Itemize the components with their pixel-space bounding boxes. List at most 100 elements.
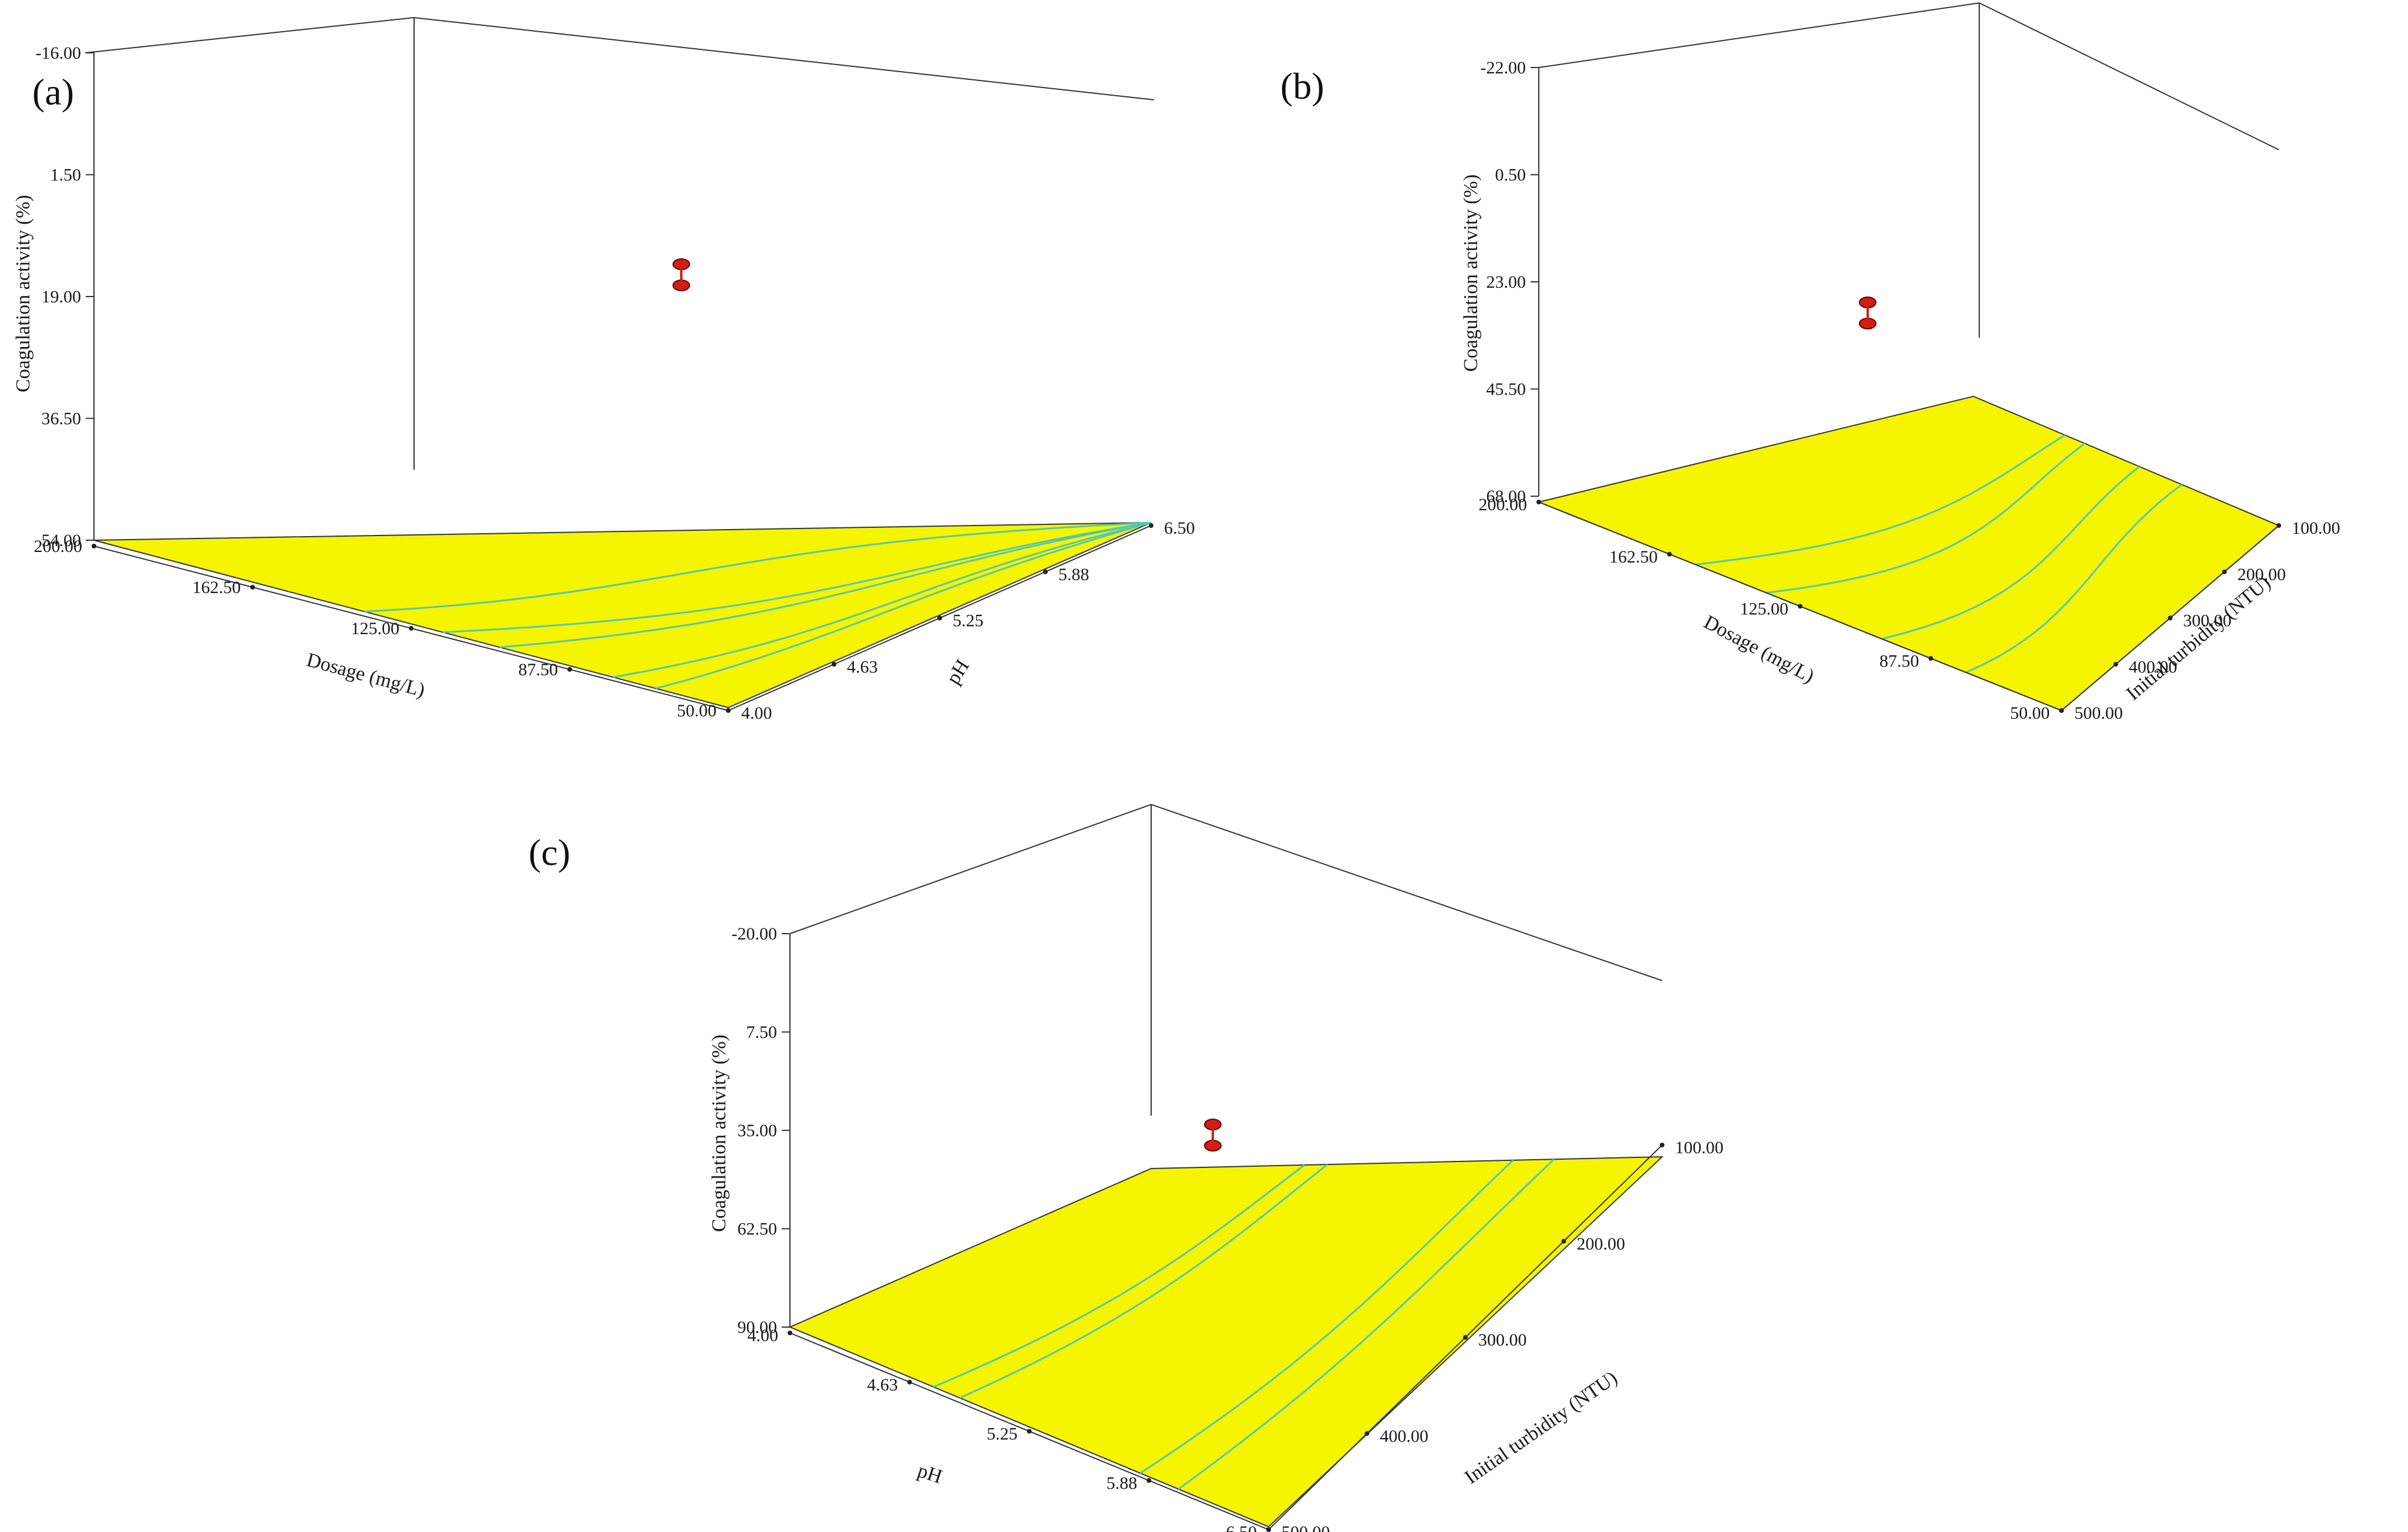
x-tick-label: 200.00	[34, 537, 83, 556]
surface-plot-b: 68.00 45.50 23.00 0.50 -22.00 Coagulation act…	[1380, 2, 2396, 755]
y-axis-label: pH	[942, 656, 973, 688]
panel-label-a: (a)	[32, 71, 75, 113]
z-tick-label: 62.50	[738, 1220, 778, 1239]
y-tick-mark	[1561, 1238, 1566, 1244]
z-tick-label: 45.50	[1486, 380, 1526, 399]
y-tick-mark	[832, 662, 836, 667]
z-tick-label: 90.00	[738, 1318, 778, 1337]
contour-line	[499, 521, 1152, 648]
z-tick-label: 54.00	[42, 531, 82, 550]
z-tick-label: 1.50	[51, 166, 82, 185]
x-tick-mark	[567, 667, 572, 672]
y-tick-label: 4.63	[847, 657, 878, 676]
contour-line	[613, 521, 1152, 678]
x-tick-mark	[907, 1379, 912, 1385]
z-tick-label: 23.00	[1486, 272, 1526, 292]
box-back-wall	[85, 16, 1155, 100]
contour-line	[1178, 1159, 1555, 1490]
x-axis-label: pH	[915, 1460, 945, 1488]
y-tick-mark	[2276, 523, 2281, 528]
y-tick-label: 6.50	[1164, 518, 1195, 538]
z-tick-label: 19.00	[42, 287, 82, 307]
contour-floor	[93, 522, 1152, 709]
x-tick-label: 50.00	[677, 701, 717, 720]
z-tick-label: 35.00	[738, 1121, 778, 1140]
y-tick-mark	[726, 708, 731, 713]
z-axis-label: Coagulation activity (%)	[12, 195, 34, 392]
x-axis-label: Dosage (mg/L)	[1700, 611, 1818, 688]
y-tick-label: 4.00	[741, 703, 772, 723]
y-tick-mark	[2113, 662, 2118, 667]
contour-line	[442, 521, 1152, 634]
y-tick-label: 300.00	[2183, 611, 2232, 631]
x-tick-label: 125.00	[1740, 600, 1789, 619]
y-axis-label: Initial turbidity (NTU)	[1461, 1367, 1621, 1489]
z-axis-label: Coagulation activity (%)	[708, 1035, 730, 1232]
z-axis-label: Coagulation activity (%)	[1460, 174, 1482, 372]
y-tick-label: 5.25	[953, 611, 984, 631]
y-tick-label: 200.00	[2238, 565, 2286, 584]
surface-plot-a-svg: 54.00 36.50 19.00 1.50 -16.00 Coagulation act…	[12, 16, 1195, 723]
z-tick-label: 68.00	[1486, 487, 1526, 506]
x-tick-label: 125.00	[351, 619, 400, 638]
x-tick-label: 87.50	[519, 660, 559, 679]
y-tick-mark	[1463, 1335, 1468, 1340]
contour-floor	[788, 1156, 1664, 1528]
y-tick-label: 100.00	[2292, 518, 2340, 538]
x-tick-label: 4.00	[748, 1326, 779, 1345]
x-tick-mark	[788, 1331, 792, 1335]
surface-plot-c-svg: 90.00 62.50 35.00 7.50 -20.00 Coagulation act…	[708, 803, 1724, 1532]
x-tick-label: 200.00	[1479, 495, 1528, 514]
x-tick-mark	[1146, 1478, 1152, 1483]
contour-line	[1965, 483, 2182, 674]
y-tick-label: 5.88	[1058, 565, 1089, 584]
x-tick-mark	[409, 626, 413, 631]
x-tick-label: 4.63	[867, 1375, 898, 1395]
contour-line	[364, 521, 1152, 612]
contour-line	[1881, 466, 2140, 640]
x-tick-mark	[1667, 551, 1672, 557]
y-tick-mark	[937, 615, 942, 621]
surface-plot-c: 90.00 62.50 35.00 7.50 -20.00 Coagulation act…	[646, 803, 1724, 1532]
y-tick-label: 400.00	[1380, 1426, 1429, 1446]
x-tick-mark	[92, 544, 96, 548]
z-tick-label: 36.50	[42, 409, 82, 429]
x-tick-label: 6.50	[1226, 1523, 1257, 1532]
box-back-wall	[1538, 2, 2279, 150]
contour-line	[933, 1164, 1305, 1388]
contour-line	[1766, 443, 2086, 594]
z-tick-label: -22.00	[1481, 58, 1526, 78]
surface-plot-a: 54.00 36.50 19.00 1.50 -16.00 Coagulation act…	[12, 16, 1195, 740]
y-tick-label: 500.00	[1282, 1523, 1330, 1532]
y-tick-mark	[1364, 1431, 1370, 1436]
y-tick-label: 400.00	[2129, 657, 2178, 676]
contour-line	[1139, 1159, 1514, 1474]
x-tick-mark	[1798, 604, 1802, 609]
x-tick-label: 50.00	[2010, 703, 2050, 723]
y-tick-label: 500.00	[2074, 703, 2123, 723]
x-tick-label: 162.50	[1609, 547, 1658, 567]
x-tick-label: 162.50	[193, 578, 241, 597]
x-tick-mark	[1536, 500, 1541, 504]
x-tick-mark	[250, 585, 255, 590]
x-axis-label: Dosage (mg/L)	[304, 649, 427, 701]
y-tick-mark	[2222, 569, 2227, 574]
x-tick-label: 5.25	[987, 1425, 1018, 1444]
y-tick-mark	[1043, 569, 1048, 574]
y-tick-mark	[1660, 1143, 1664, 1147]
y-tick-label: 300.00	[1478, 1331, 1527, 1350]
z-tick-label: -16.00	[36, 43, 82, 63]
y-tick-label: 100.00	[1675, 1138, 1724, 1157]
z-tick-label: 7.50	[746, 1023, 778, 1042]
x-tick-label: 87.50	[1879, 651, 1919, 671]
panel-label-c: (c)	[529, 831, 571, 873]
box-back-wall	[789, 803, 1663, 981]
surface-plot-b-svg: 68.00 45.50 23.00 0.50 -22.00 Coagulation act…	[1460, 2, 2340, 723]
x-tick-mark	[1027, 1429, 1032, 1434]
z-tick-label: -20.00	[732, 924, 778, 944]
y-tick-label: 200.00	[1577, 1234, 1626, 1254]
contour-line	[959, 1163, 1329, 1399]
y-tick-mark	[1266, 1527, 1271, 1532]
y-tick-mark	[1149, 523, 1153, 528]
x-tick-label: 5.88	[1107, 1473, 1138, 1493]
